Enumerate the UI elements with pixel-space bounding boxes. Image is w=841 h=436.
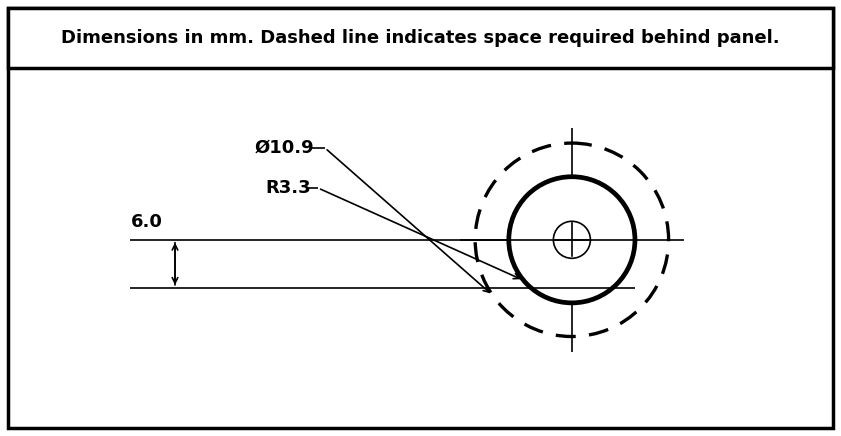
Bar (8, 8, 833, 68)
Text: Dimensions in mm. Dashed line indicates space required behind panel.: Dimensions in mm. Dashed line indicates … (61, 29, 780, 47)
Text: 6.0: 6.0 (131, 213, 163, 231)
Text: R3.3: R3.3 (265, 179, 310, 197)
Text: Ø10.9: Ø10.9 (255, 139, 315, 157)
